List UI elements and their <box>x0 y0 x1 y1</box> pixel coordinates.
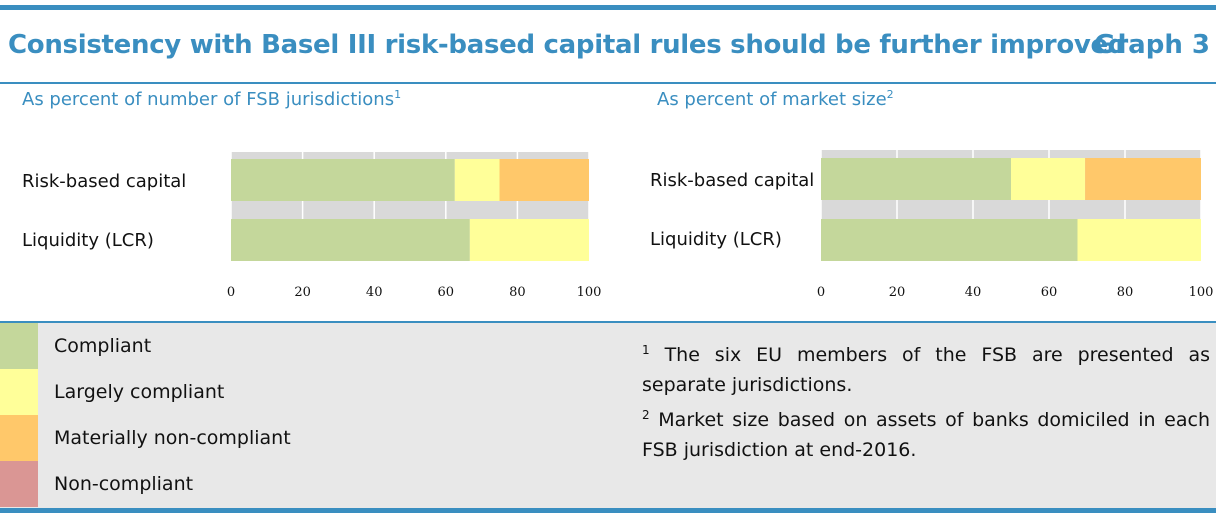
legend-item-materially-non-compliant: Materially non-compliant <box>0 415 600 461</box>
bar-segment <box>1077 219 1201 261</box>
bar-segment <box>1011 158 1086 200</box>
top-rule <box>0 5 1216 10</box>
footnote-1: 1 The six EU members of the FSB are pres… <box>642 335 1210 400</box>
bar-segment <box>821 158 1011 200</box>
bar-segment <box>231 159 455 201</box>
footnote-2-marker: 2 <box>642 408 650 422</box>
x-tick-label: 40 <box>366 285 383 300</box>
title-rule <box>0 82 1216 84</box>
chart-1-compliance-by-jurisdictions: 0 20 40 60 80 100 <box>227 152 602 300</box>
legend-label: Largely compliant <box>54 381 225 403</box>
x-tick-label: 80 <box>509 285 526 300</box>
x-tick-label: 20 <box>889 285 906 300</box>
bar-segment <box>1085 158 1201 200</box>
x-tick-label: 60 <box>438 285 455 300</box>
footnote-1-text: The six EU members of the FSB are presen… <box>642 344 1211 396</box>
bar-segment <box>469 219 589 261</box>
footnote-1-marker: 1 <box>642 343 650 357</box>
legend-label: Compliant <box>54 335 152 357</box>
legend-item-compliant: Compliant <box>0 323 600 369</box>
x-tick-label: 80 <box>1117 285 1134 300</box>
graph-number: Graph 3 <box>1094 30 1210 60</box>
x-tick-label: 0 <box>227 285 235 300</box>
x-tick-label: 100 <box>577 285 602 300</box>
bar-segment <box>231 219 470 261</box>
chart-2-compliance-by-market-size: 0 20 40 60 80 100 <box>817 150 1214 300</box>
panel-1-category-label: Liquidity (LCR) <box>22 230 154 251</box>
legend-swatch <box>0 323 38 369</box>
panel-1-subtitle: As percent of number of FSB jurisdiction… <box>22 88 401 110</box>
x-tick-label: 60 <box>1041 285 1058 300</box>
legend-swatch <box>0 369 38 415</box>
panel-2-category-label: Risk-based capital <box>650 170 815 191</box>
footnote-2: 2 Market size based on assets of banks d… <box>642 400 1210 465</box>
panel-2-category-label: Liquidity (LCR) <box>650 229 782 250</box>
legend-label: Non-compliant <box>54 473 194 495</box>
bar-segment <box>499 159 589 201</box>
x-tick-label: 100 <box>1189 285 1214 300</box>
graph-title: Consistency with Basel III risk-based ca… <box>8 30 1127 60</box>
footer-rule <box>0 321 1216 323</box>
legend-swatch <box>0 415 38 461</box>
panel-2-subtitle-note: 2 <box>886 88 894 101</box>
legend-swatch <box>0 461 38 507</box>
panel-2-subtitle: As percent of market size2 <box>657 88 894 110</box>
legend-item-non-compliant: Non-compliant <box>0 461 600 507</box>
panel-1-subtitle-text: As percent of number of FSB jurisdiction… <box>22 89 395 110</box>
panel-1-subtitle-note: 1 <box>394 88 402 101</box>
bar-segment <box>454 159 500 201</box>
legend-item-largely-compliant: Largely compliant <box>0 369 600 415</box>
panel-1-category-label: Risk-based capital <box>22 171 187 192</box>
x-tick-label: 0 <box>817 285 825 300</box>
x-tick-label: 40 <box>965 285 982 300</box>
bottom-rule <box>0 508 1216 513</box>
legend-label: Materially non-compliant <box>54 427 291 449</box>
bar-segment <box>821 219 1078 261</box>
legend-notes-panel: Compliant Largely compliant Materially n… <box>0 323 1216 508</box>
x-tick-label: 20 <box>294 285 311 300</box>
footnote-2-text: Market size based on assets of banks dom… <box>642 409 1210 461</box>
panel-2-subtitle-text: As percent of market size <box>657 89 887 110</box>
